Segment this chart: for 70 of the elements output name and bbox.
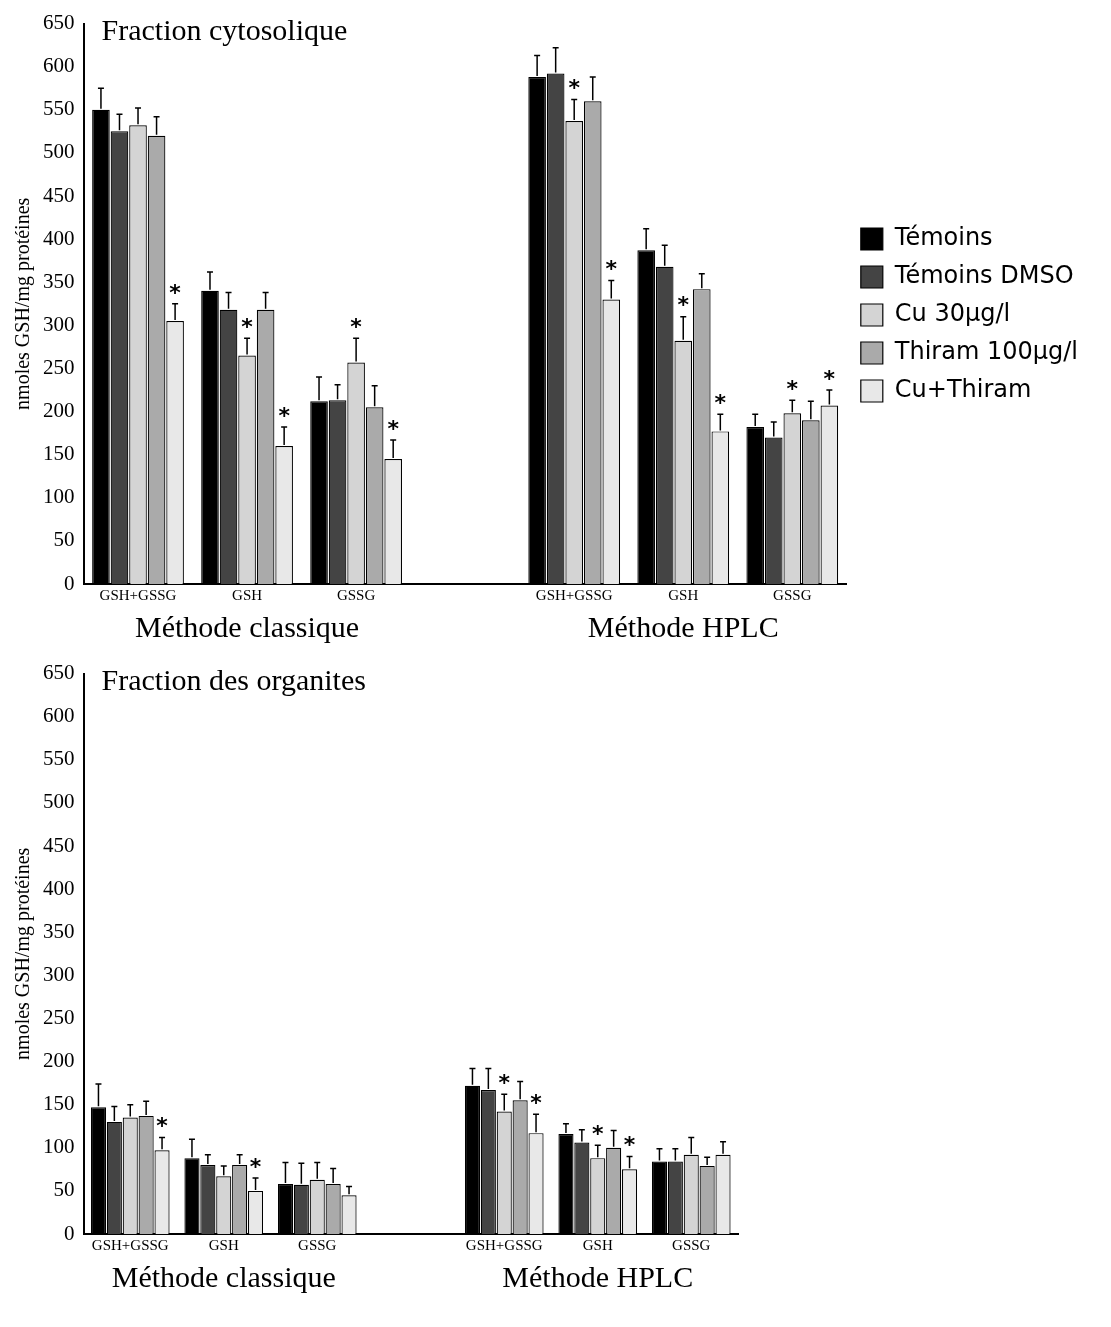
legend-label: Cu+Thiram: [894, 375, 1032, 404]
y-tick-label: 250: [43, 1004, 75, 1029]
y-axis-title: nmoles GSH/mg protéines: [11, 197, 35, 410]
legend-label: Thiram 100µg/l: [893, 337, 1078, 366]
x-tick-label: GSH: [668, 586, 699, 603]
y-tick-label: 0: [64, 570, 75, 595]
y-tick-label: 550: [43, 746, 75, 771]
data-label: *: [568, 75, 581, 101]
legend-label: Cu 30µg/l: [894, 299, 1011, 328]
legend-label: Témoins: [893, 223, 993, 252]
data-label: *: [677, 292, 690, 318]
x-tick-label: GSH+GSSG: [91, 1236, 169, 1253]
data-label: *: [278, 402, 291, 428]
y-axis-title: nmoles GSH/mg protéines: [11, 847, 35, 1060]
chart-title: Fraction des organites: [101, 663, 366, 697]
data-label: *: [169, 279, 182, 305]
y-tick-label: 350: [43, 918, 75, 943]
y-tick-label: 350: [43, 268, 75, 293]
y-tick-label: 150: [43, 1091, 75, 1116]
y-tick-label: 200: [43, 398, 75, 423]
y-tick-label: 0: [64, 1220, 75, 1245]
y-tick-label: 100: [43, 484, 75, 509]
text: Méthode HPLC: [587, 609, 779, 643]
data-label: *: [387, 415, 400, 441]
data-label: *: [786, 376, 799, 402]
data-label: *: [498, 1070, 511, 1096]
y-tick-label: 450: [43, 832, 75, 857]
y-tick-label: 650: [43, 10, 75, 35]
legend-label: Témoins DMSO: [893, 261, 1074, 290]
y-tick-label: 600: [43, 53, 75, 78]
x-tick-label: GSH: [208, 1236, 239, 1253]
y-tick-label: 150: [43, 441, 75, 466]
x-tick-label: GSSG: [773, 586, 812, 603]
data-label: *: [591, 1120, 604, 1146]
y-tick-label: 200: [43, 1048, 75, 1073]
y-tick-label: 300: [43, 311, 75, 336]
y-tick-label: 500: [43, 139, 75, 164]
y-tick-label: 250: [43, 354, 75, 379]
data-label: *: [605, 256, 618, 282]
y-tick-label: 650: [43, 660, 75, 685]
y-tick-label: 400: [43, 875, 75, 900]
data-label: *: [714, 389, 727, 415]
x-tick-label: GSSG: [298, 1236, 337, 1253]
y-tick-label: 50: [53, 1177, 75, 1202]
text: Méthode classique: [135, 609, 360, 643]
text: Méthode HPLC: [502, 1259, 694, 1293]
x-tick-label: GSH: [232, 586, 263, 603]
x-tick-label: GSH+GSSG: [535, 586, 613, 603]
data-label: *: [350, 314, 363, 339]
chart-title: Fraction cytosolique: [101, 13, 348, 47]
data-label: *: [241, 314, 254, 339]
y-tick-label: 550: [43, 96, 75, 121]
y-tick-label: 600: [43, 703, 75, 728]
x-tick-label: GSH+GSSG: [465, 1236, 543, 1253]
y-tick-label: 400: [43, 225, 75, 250]
y-tick-label: 300: [43, 961, 75, 986]
y-tick-label: 100: [43, 1134, 75, 1159]
text: Méthode classique: [111, 1259, 336, 1293]
data-label: *: [623, 1132, 636, 1158]
x-tick-label: GSSG: [672, 1236, 711, 1253]
data-label: *: [156, 1113, 169, 1139]
y-tick-label: 500: [43, 789, 75, 814]
data-label: *: [823, 365, 836, 391]
data-label: *: [530, 1089, 543, 1115]
x-tick-label: GSH: [582, 1236, 613, 1253]
data-label: *: [249, 1153, 262, 1179]
x-tick-label: GSSG: [336, 586, 376, 603]
y-tick-label: 50: [53, 527, 75, 552]
y-tick-label: 450: [43, 182, 75, 207]
x-tick-label: GSH+GSSG: [99, 586, 177, 603]
